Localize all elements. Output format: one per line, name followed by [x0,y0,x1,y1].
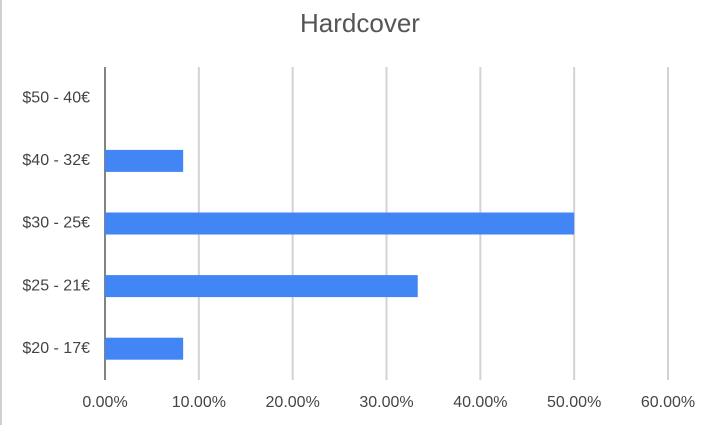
y-tick-label: $25 - 21€ [22,277,90,294]
y-tick-label: $20 - 17€ [22,340,90,357]
x-tick-label: 20.00% [266,394,320,411]
bar [105,337,184,360]
bar [105,212,575,235]
bar [105,149,184,172]
x-tick-label: 40.00% [453,394,507,411]
x-tick-label: 10.00% [172,394,226,411]
y-tick-label: $30 - 25€ [22,215,90,232]
x-tick-label: 60.00% [641,394,695,411]
y-tick-label: $40 - 32€ [22,152,90,169]
chart-title: Hardcover [300,8,420,38]
x-tick-label: 50.00% [547,394,601,411]
x-tick-label: 0.00% [82,394,127,411]
y-tick-label: $50 - 40€ [22,90,90,107]
x-tick-label: 30.00% [359,394,413,411]
bar [105,275,418,298]
